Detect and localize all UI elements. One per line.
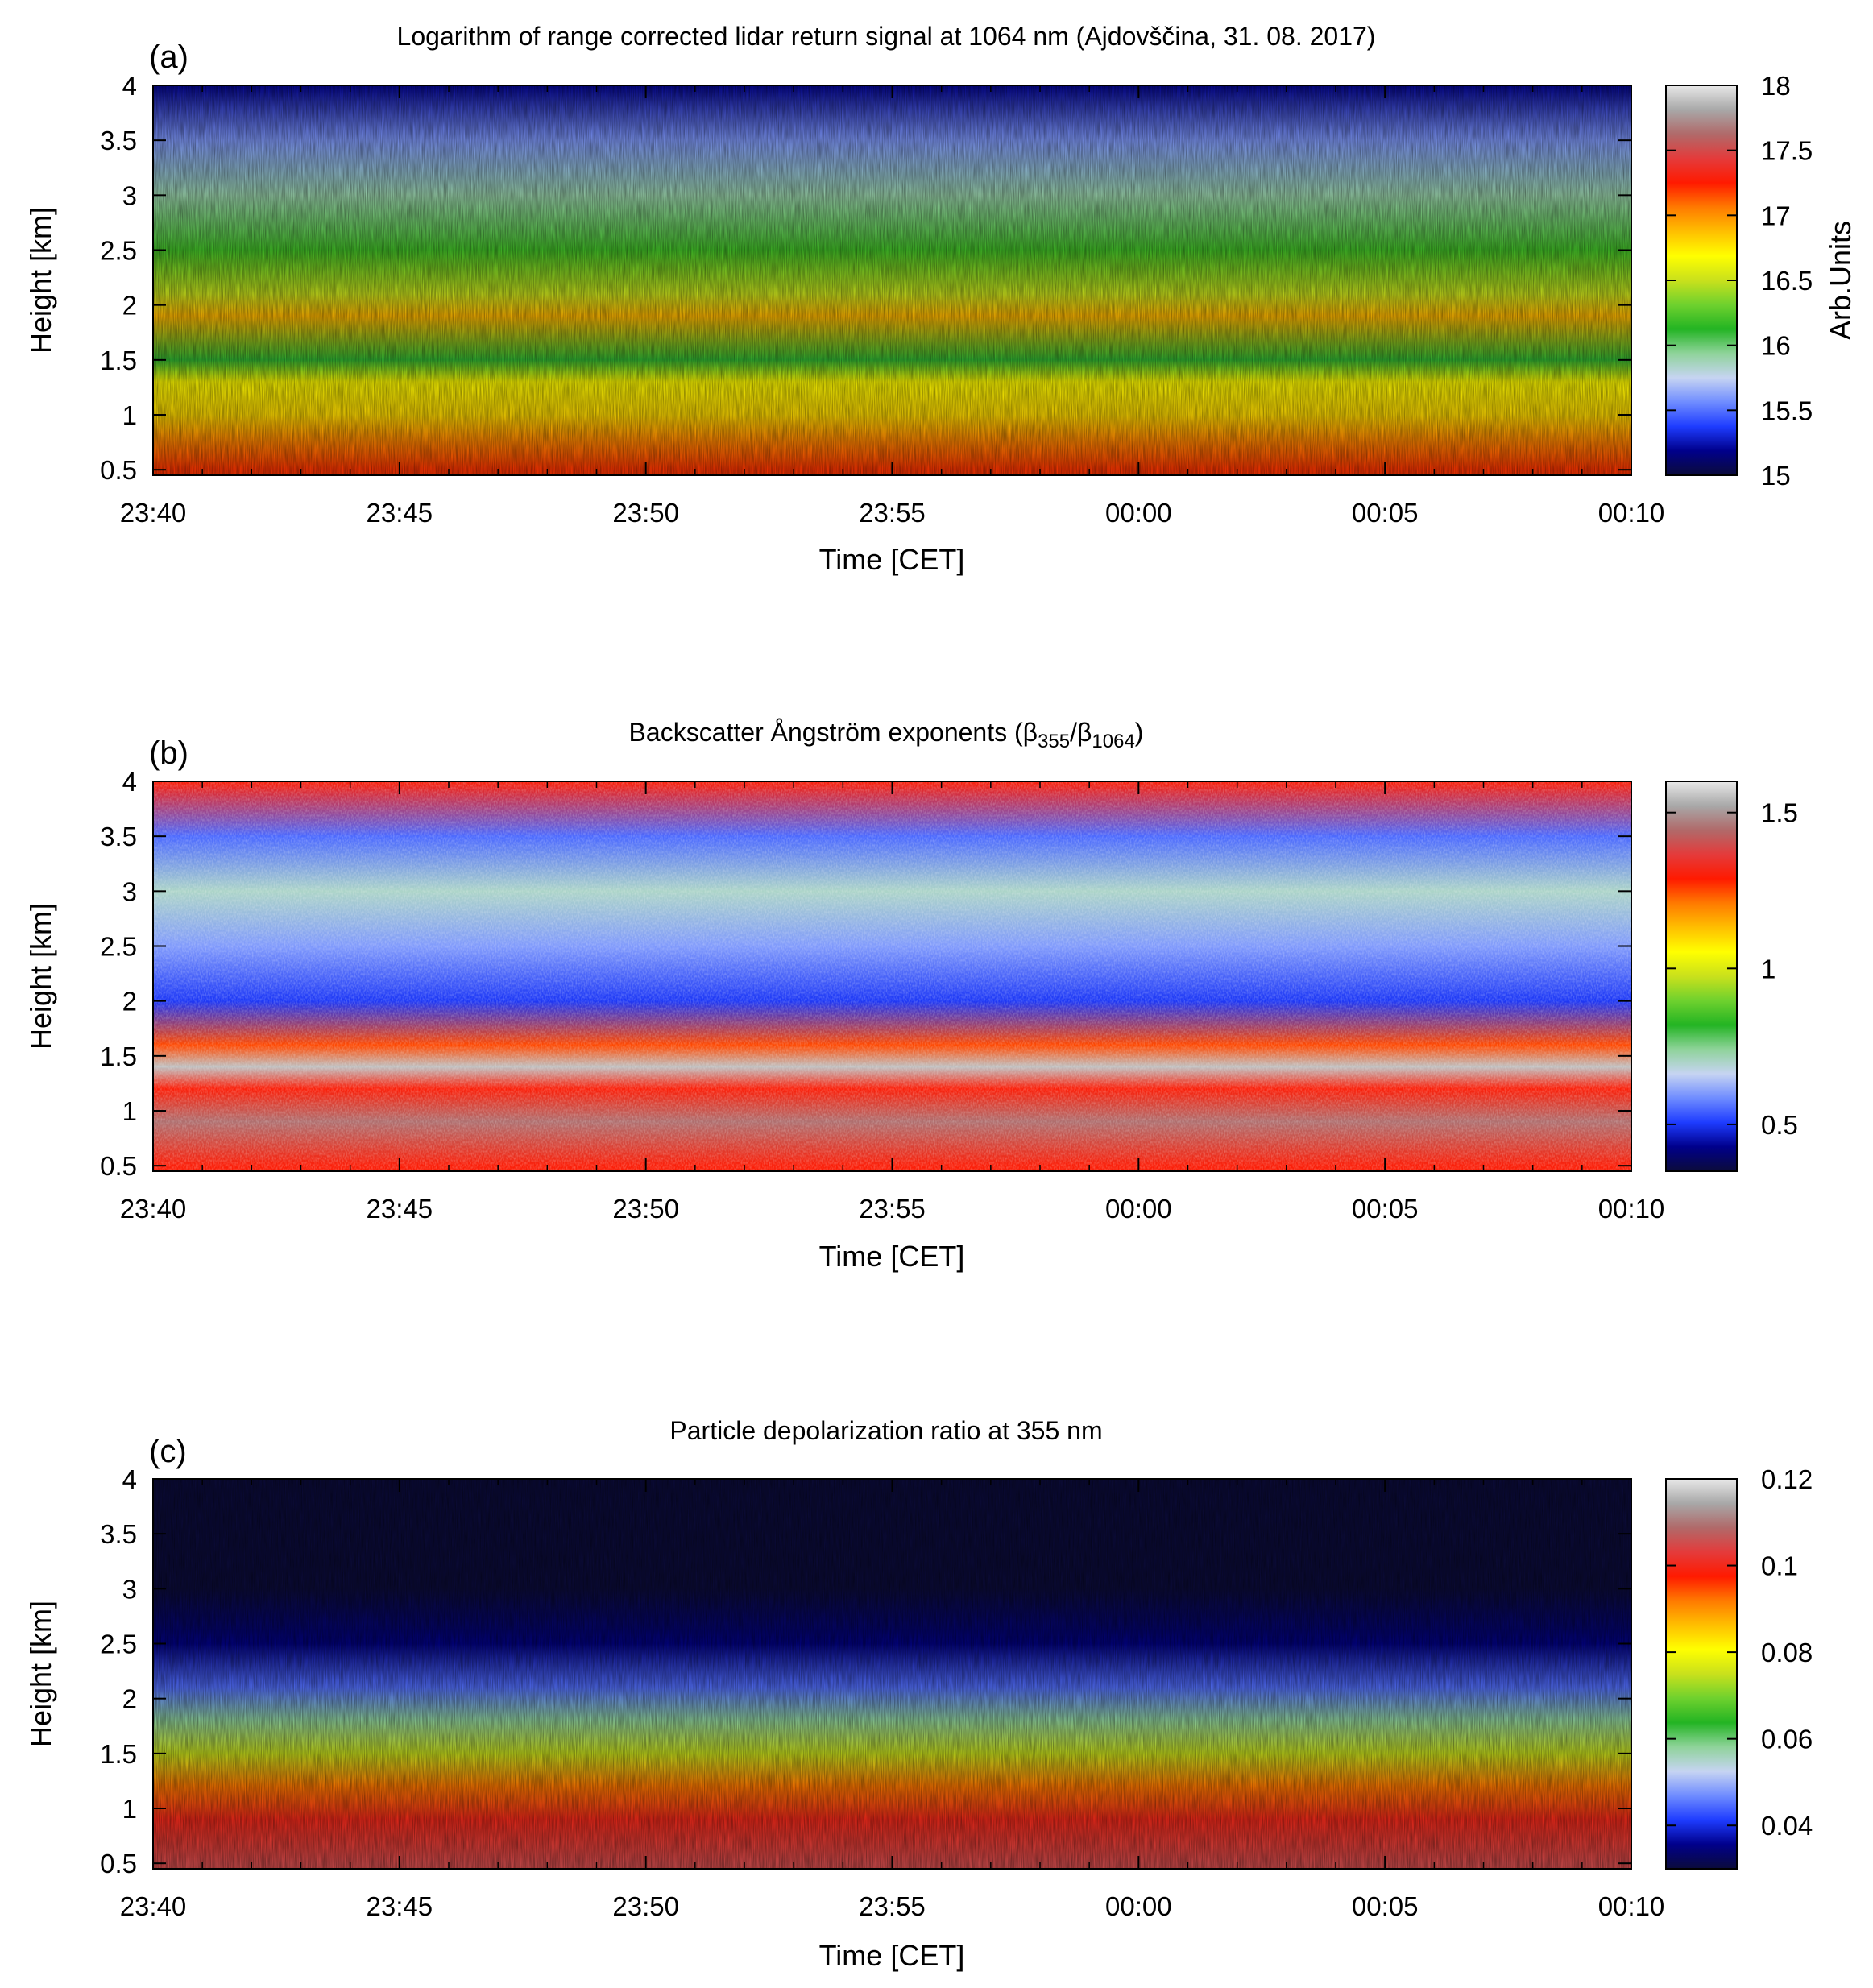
panel-b-y-axis: 0.5 1 1.5 2 2.5 3 3.5 4 bbox=[100, 767, 1631, 1181]
panel-b-x-axis: 23:40 23:45 23:50 23:55 00:00 00:05 00:10 bbox=[120, 781, 1665, 1224]
colorbar-tick-label: 17 bbox=[1761, 201, 1791, 230]
colorbar-tick-label: 1.5 bbox=[1761, 798, 1798, 828]
y-tick-label: 1.5 bbox=[100, 1042, 137, 1071]
y-tick-label: 0.5 bbox=[100, 1151, 137, 1181]
y-tick-label: 1 bbox=[122, 1794, 137, 1824]
panel-b-title: Backscatter Ångström exponents (β355/β10… bbox=[629, 718, 1144, 752]
panel-a-colorbar: 15 15.5 16 16.5 17 17.5 18 bbox=[1665, 71, 1813, 491]
x-tick-label: 23:50 bbox=[612, 1194, 679, 1224]
colorbar-tick-label: 0.1 bbox=[1761, 1551, 1798, 1581]
x-tick-label: 00:10 bbox=[1598, 1194, 1665, 1224]
panel-a-ylabel: Height [km] bbox=[24, 207, 57, 354]
y-tick-label: 3 bbox=[122, 180, 137, 210]
x-tick-label: 00:10 bbox=[1598, 498, 1665, 528]
colorbar-tick-label: 0.08 bbox=[1761, 1638, 1813, 1667]
y-tick-label: 3.5 bbox=[100, 126, 137, 155]
x-tick-label: 23:40 bbox=[120, 1891, 187, 1921]
x-tick-label: 00:05 bbox=[1352, 1891, 1419, 1921]
panel-a-noise bbox=[153, 85, 1631, 475]
y-tick-label: 2.5 bbox=[100, 236, 137, 266]
y-tick-label: 2 bbox=[122, 987, 137, 1017]
panel-c-colorbar: 0.04 0.06 0.08 0.1 0.12 bbox=[1665, 1464, 1813, 1870]
y-tick-label: 0.5 bbox=[100, 455, 137, 485]
panel-b-title-sub2: 1064 bbox=[1092, 731, 1134, 752]
colorbar-tick-label: 16 bbox=[1761, 331, 1791, 361]
y-tick-label: 4 bbox=[122, 767, 137, 797]
panel-c-tag: (c) bbox=[149, 1434, 187, 1469]
panel-b-xlabel: Time [CET] bbox=[819, 1240, 965, 1273]
x-tick-label: 23:40 bbox=[120, 498, 187, 528]
x-tick-label: 00:00 bbox=[1105, 1891, 1172, 1921]
colorbar-tick-label: 16.5 bbox=[1761, 266, 1813, 296]
x-tick-label: 00:00 bbox=[1105, 498, 1172, 528]
panel-c-ylabel: Height [km] bbox=[24, 1601, 57, 1747]
panel-b-ylabel: Height [km] bbox=[24, 903, 57, 1050]
panel-b-tag: (b) bbox=[149, 735, 189, 771]
panel-b-speckle bbox=[153, 781, 1631, 1171]
colorbar-tick-label: 15 bbox=[1761, 461, 1791, 491]
panel-b-title-suffix: ) bbox=[1135, 718, 1144, 747]
panel-a-x-axis: 23:40 23:45 23:50 23:55 00:00 00:05 00:10 bbox=[120, 85, 1665, 528]
panel-b-colorbar: 0.5 1 1.5 bbox=[1665, 781, 1798, 1172]
x-tick-label: 00:10 bbox=[1598, 1891, 1665, 1921]
panel-c-y-axis: 0.5 1 1.5 2 2.5 3 3.5 4 bbox=[100, 1464, 1631, 1878]
x-tick-label: 23:55 bbox=[859, 1194, 926, 1224]
panel-b-title-mid: /β bbox=[1070, 718, 1092, 747]
colorbar-tick-label: 0.04 bbox=[1761, 1811, 1813, 1841]
y-tick-label: 2 bbox=[122, 291, 137, 321]
panel-c-noise bbox=[153, 1479, 1631, 1869]
y-tick-label: 0.5 bbox=[100, 1849, 137, 1878]
y-tick-label: 1 bbox=[122, 1096, 137, 1126]
panel-b-title-sub1: 355 bbox=[1038, 731, 1070, 752]
x-tick-label: 00:05 bbox=[1352, 1194, 1419, 1224]
panel-a-title: Logarithm of range corrected lidar retur… bbox=[397, 22, 1376, 51]
y-tick-label: 2.5 bbox=[100, 932, 137, 962]
x-tick-label: 23:50 bbox=[612, 498, 679, 528]
colorbar-tick-label: 1 bbox=[1761, 954, 1776, 984]
panel-c-xlabel: Time [CET] bbox=[819, 1939, 965, 1972]
colorbar-tick-label: 18 bbox=[1761, 71, 1791, 101]
colorbar-ramp bbox=[1665, 85, 1738, 476]
panel-c: Particle depolarization ratio at 355 nm … bbox=[24, 1416, 1813, 1972]
colorbar-tick-label: 15.5 bbox=[1761, 396, 1813, 425]
y-tick-label: 3 bbox=[122, 1574, 137, 1604]
x-tick-label: 23:40 bbox=[120, 1194, 187, 1224]
x-tick-label: 23:55 bbox=[859, 498, 926, 528]
y-tick-label: 1.5 bbox=[100, 346, 137, 375]
colorbar-tick-label: 0.06 bbox=[1761, 1725, 1813, 1754]
y-tick-label: 3.5 bbox=[100, 1519, 137, 1549]
y-tick-label: 3.5 bbox=[100, 822, 137, 851]
panel-c-x-axis: 23:40 23:45 23:50 23:55 00:00 00:05 00:10 bbox=[120, 1479, 1665, 1921]
colorbar-ramp bbox=[1665, 1478, 1738, 1870]
panel-c-title: Particle depolarization ratio at 355 nm bbox=[669, 1416, 1102, 1445]
colorbar-tick-label: 0.12 bbox=[1761, 1464, 1813, 1494]
panel-a: Logarithm of range corrected lidar retur… bbox=[24, 22, 1857, 576]
x-tick-label: 23:55 bbox=[859, 1891, 926, 1921]
panel-a-tag: (a) bbox=[149, 39, 189, 75]
panel-b-title-prefix: Backscatter Ångström exponents (β bbox=[629, 718, 1038, 747]
y-tick-label: 4 bbox=[122, 71, 137, 101]
x-tick-label: 23:45 bbox=[367, 498, 433, 528]
colorbar-tick-label: 0.5 bbox=[1761, 1110, 1798, 1140]
y-tick-label: 1 bbox=[122, 400, 137, 430]
y-tick-label: 2 bbox=[122, 1684, 137, 1714]
x-tick-label: 23:45 bbox=[367, 1891, 433, 1921]
x-tick-label: 00:00 bbox=[1105, 1194, 1172, 1224]
colorbar-tick-label: 17.5 bbox=[1761, 136, 1813, 166]
panel-a-colorbar-label: Arb.Units bbox=[1824, 221, 1857, 340]
colorbar-ramp bbox=[1665, 781, 1738, 1172]
y-tick-label: 1.5 bbox=[100, 1739, 137, 1769]
x-tick-label: 00:05 bbox=[1352, 498, 1419, 528]
panel-a-xlabel: Time [CET] bbox=[819, 543, 965, 576]
x-tick-label: 23:45 bbox=[367, 1194, 433, 1224]
y-tick-label: 4 bbox=[122, 1464, 137, 1494]
panel-a-y-axis: 0.5 1 1.5 2 2.5 3 3.5 4 bbox=[100, 71, 1631, 485]
y-tick-label: 2.5 bbox=[100, 1630, 137, 1659]
x-tick-label: 23:50 bbox=[612, 1891, 679, 1921]
y-tick-label: 3 bbox=[122, 876, 137, 906]
panel-b: Backscatter Ångström exponents (β355/β10… bbox=[24, 718, 1798, 1273]
